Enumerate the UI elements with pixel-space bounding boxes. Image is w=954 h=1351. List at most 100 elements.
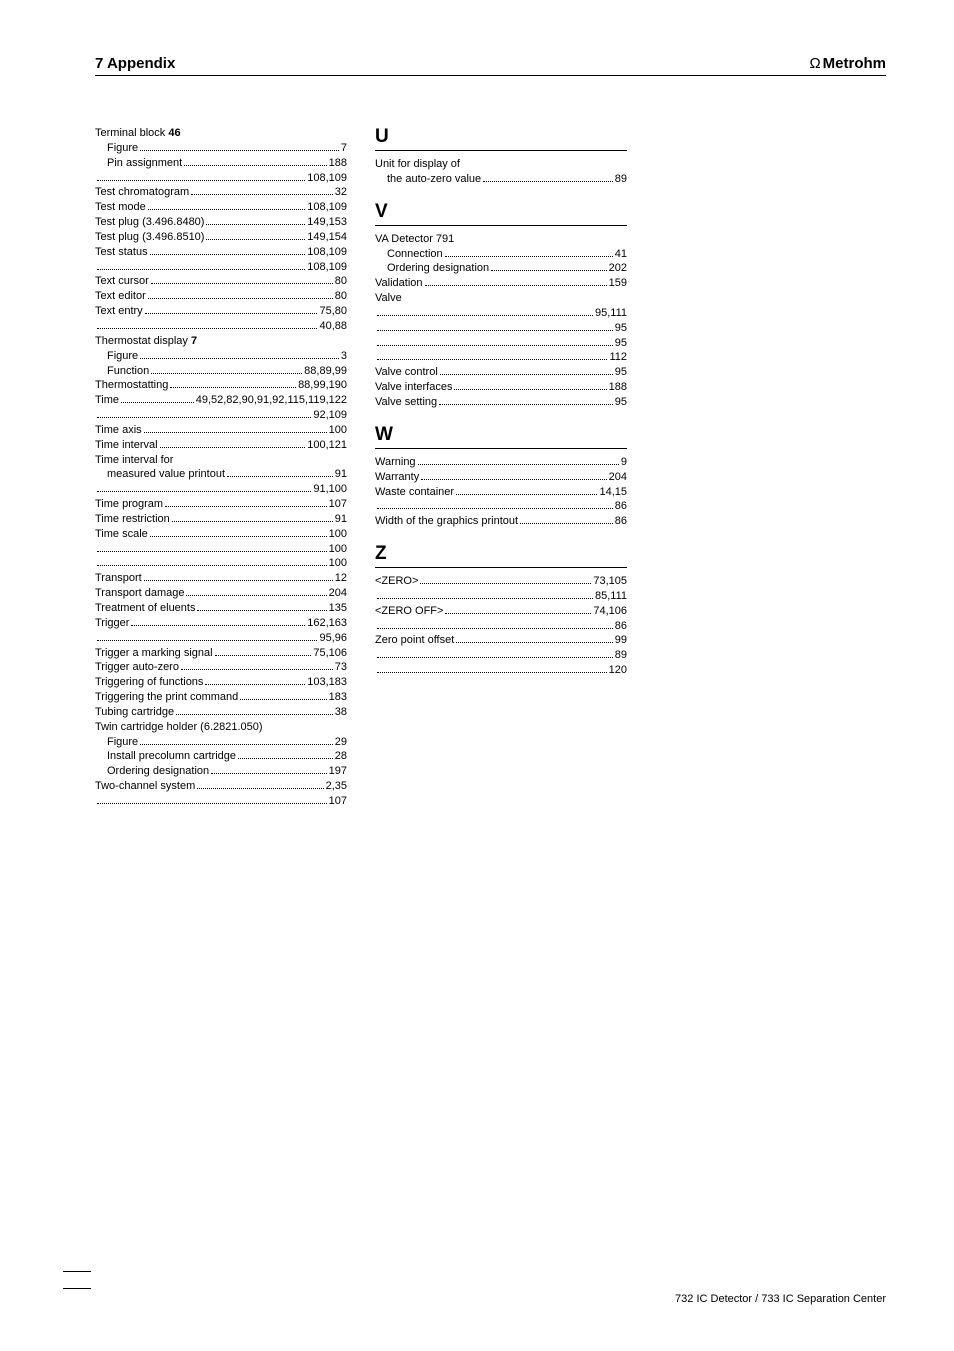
decoration-bar — [63, 1288, 91, 1289]
index-entry: <ZERO>73,105 — [375, 574, 627, 589]
index-entry-pages: 7 — [341, 141, 347, 156]
index-entry: 95,111 — [375, 306, 627, 321]
index-entry-label: Figure — [107, 141, 138, 156]
index-entry-leader — [238, 751, 333, 760]
index-entry-label: the auto-zero value — [387, 172, 481, 187]
index-entry: Warning 9 — [375, 455, 627, 470]
index-entry: Text editor80 — [95, 289, 347, 304]
index-entry-leader — [377, 307, 593, 316]
index-entry-label: Thermostatting — [95, 378, 168, 393]
index-entry: Thermostatting88,99,190 — [95, 378, 347, 393]
index-entry-leader — [186, 587, 326, 596]
index-entry-pages: 9 — [621, 455, 627, 470]
index-entry-leader — [418, 456, 619, 465]
index-entry: Time program107 — [95, 497, 347, 512]
index-entry: Twin cartridge holder (6.2821.050) — [95, 720, 347, 735]
index-entry-pages: 95,111 — [595, 306, 627, 321]
index-entry-leader — [377, 352, 607, 361]
index-entry-pages: 188 — [609, 380, 627, 395]
index-entry-label: Trigger auto-zero — [95, 660, 179, 675]
index-entry-leader — [97, 558, 327, 567]
index-entry: Time interval100,121 — [95, 438, 347, 453]
index-section-heading: U — [375, 126, 627, 151]
index-entry: Figure 29 — [95, 735, 347, 750]
index-entry-leader — [454, 381, 606, 390]
index-section-heading: V — [375, 201, 627, 226]
index-entry-pages: 91,100 — [313, 482, 347, 497]
index-entry-leader — [483, 173, 613, 182]
index-entry: Transport12 — [95, 571, 347, 586]
index-entry-pages: 91 — [335, 467, 347, 482]
index-entry-leader — [377, 322, 613, 331]
index-entry-label: Time program — [95, 497, 163, 512]
index-entry-leader — [97, 261, 305, 270]
index-entry: Thermostat display 7 — [95, 334, 347, 349]
index-entry-leader — [160, 439, 306, 448]
index-entry-label: <ZERO> — [375, 574, 418, 589]
index-entry: 40,88 — [95, 319, 347, 334]
index-entry-leader — [140, 736, 333, 745]
index-entry: Test chromatogram32 — [95, 185, 347, 200]
index-entry-pages: 108,109 — [307, 245, 347, 260]
index-section-heading: W — [375, 424, 627, 449]
index-entry: Time restriction91 — [95, 512, 347, 527]
index-entry-pages: 95,96 — [319, 631, 347, 646]
index-entry-pages: 29 — [335, 735, 347, 750]
index-entry-pages: 28 — [335, 749, 347, 764]
index-entry: Figure 7 — [95, 141, 347, 156]
index-entry-pages: 188 — [329, 156, 347, 171]
index-entry-pages: 202 — [609, 261, 627, 276]
index-entry-pages: 108,109 — [307, 260, 347, 275]
index-entry-label: Zero point offset — [375, 633, 454, 648]
index-entry-leader — [97, 409, 311, 418]
index-entry-leader — [150, 528, 327, 537]
index-entry-leader — [145, 305, 318, 314]
index-entry: Function88,89,99 — [95, 364, 347, 379]
index-entry: 95,96 — [95, 631, 347, 646]
index-entry-leader — [420, 575, 591, 584]
index-entry-leader — [425, 277, 607, 286]
index-entry: Unit for display of — [375, 157, 627, 172]
index-entry-pages: 120 — [609, 663, 627, 678]
index-entry-label: Triggering of functions — [95, 675, 203, 690]
index-entry: Triggering of functions103,183 — [95, 675, 347, 690]
index-entry-leader — [227, 469, 333, 478]
index-entry-label: Figure — [107, 735, 138, 750]
index-entry-leader — [377, 664, 607, 673]
index-entry-pages: 99 — [615, 633, 627, 648]
index-entry-pages: 108,109 — [307, 171, 347, 186]
index-entry-pages: 80 — [335, 289, 347, 304]
index-entry-leader — [199, 335, 345, 344]
header-section-title: 7 Appendix — [95, 55, 175, 72]
index-entry: Test status108,109 — [95, 245, 347, 260]
index-entry-label: Function — [107, 364, 149, 379]
index-entry-leader — [439, 396, 613, 405]
index-entry-leader — [184, 157, 326, 166]
index-entry-pages: 183 — [329, 690, 347, 705]
index-entry: Tubing cartridge38 — [95, 705, 347, 720]
index-entry: 100 — [95, 542, 347, 557]
index-entry-pages: 162,163 — [307, 616, 347, 631]
index-entry-pages: 149,154 — [307, 230, 347, 245]
index-entry: 108,109 — [95, 260, 347, 275]
index-entry-leader — [172, 513, 333, 522]
index-entry-label: Time restriction — [95, 512, 170, 527]
index-entry-label: Time — [95, 393, 119, 408]
index-entry: Ordering designation197 — [95, 764, 347, 779]
index-entry-leader — [377, 590, 593, 599]
index-entry: 100 — [95, 556, 347, 571]
index-entry-label: Unit for display of — [375, 157, 460, 172]
index-entry-label: Warning — [375, 455, 416, 470]
index-entry-leader — [148, 201, 305, 210]
index-entry-pages: 108,109 — [307, 200, 347, 215]
index-entry-leader — [140, 350, 339, 359]
index-entry-bold: 7 — [188, 335, 197, 347]
index-entry-label: Waste container — [375, 485, 454, 500]
index-entry-leader — [144, 573, 333, 582]
index-entry-pages: 74,106 — [593, 604, 627, 619]
index-entry: Warranty204 — [375, 470, 627, 485]
index-entry-leader — [491, 263, 607, 272]
index-entry-label: Width of the graphics printout — [375, 514, 518, 529]
index-entry-leader — [240, 691, 326, 700]
index-entry: Waste container14,15 — [375, 485, 627, 500]
